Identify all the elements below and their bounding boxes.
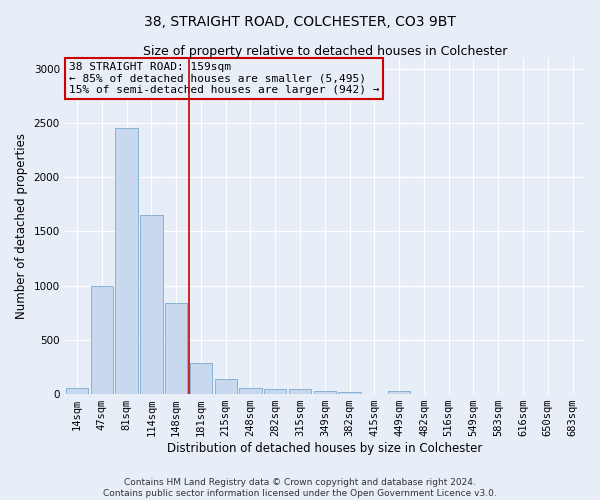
Bar [239,388,262,394]
Bar [388,392,410,394]
Text: 38, STRAIGHT ROAD, COLCHESTER, CO3 9BT: 38, STRAIGHT ROAD, COLCHESTER, CO3 9BT [144,15,456,29]
Bar [91,286,113,394]
Bar [165,303,187,394]
X-axis label: Distribution of detached houses by size in Colchester: Distribution of detached houses by size … [167,442,482,455]
Text: Contains HM Land Registry data © Crown copyright and database right 2024.
Contai: Contains HM Land Registry data © Crown c… [103,478,497,498]
Y-axis label: Number of detached properties: Number of detached properties [15,133,28,319]
Bar [140,215,163,394]
Bar [215,379,237,394]
Bar [338,392,361,394]
Bar [264,388,286,394]
Text: 38 STRAIGHT ROAD: 159sqm
← 85% of detached houses are smaller (5,495)
15% of sem: 38 STRAIGHT ROAD: 159sqm ← 85% of detach… [69,62,379,96]
Bar [289,389,311,394]
Bar [66,388,88,394]
Bar [314,391,336,394]
Title: Size of property relative to detached houses in Colchester: Size of property relative to detached ho… [143,45,507,58]
Bar [115,128,138,394]
Bar [190,362,212,394]
